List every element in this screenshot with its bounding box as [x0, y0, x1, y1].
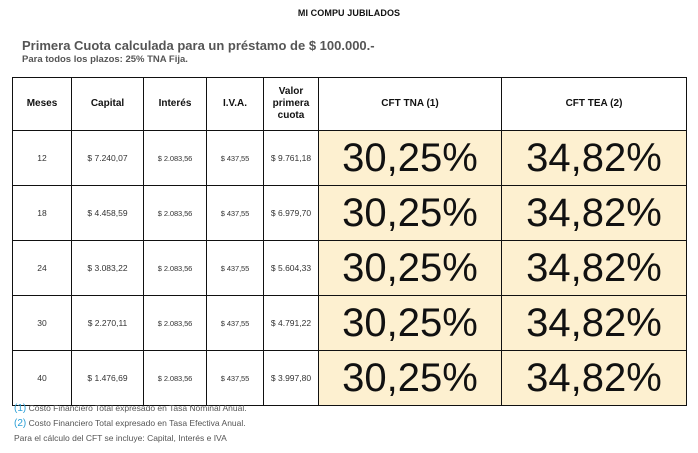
table-row: 30 $ 2.270,11 $ 2.083,56 $ 437,55 $ 4.79… — [12, 295, 687, 351]
header-iva: I.V.A. — [206, 77, 264, 131]
rate-subline: Para todos los plazos: 25% TNA Fija. — [22, 54, 188, 65]
cell-cft-tea: 34,82% — [501, 185, 687, 241]
header-meses: Meses — [12, 77, 72, 131]
table-row: 18 $ 4.458,59 $ 2.083,56 $ 437,55 $ 6.97… — [12, 185, 687, 241]
footnote-1: (1) Costo Financiero Total expresado en … — [14, 403, 247, 414]
cell-valor: $ 9.761,18 — [263, 130, 319, 186]
cell-meses: 40 — [12, 350, 72, 406]
header-cft-tna: CFT TNA (1) — [318, 77, 502, 131]
cell-interes: $ 2.083,56 — [143, 350, 207, 406]
table-row: 40 $ 1.476,69 $ 2.083,56 $ 437,55 $ 3.99… — [12, 350, 687, 406]
cell-cft-tna: 30,25% — [318, 240, 502, 296]
header-valor-line3: cuota — [277, 110, 305, 121]
cell-cft-tna: 30,25% — [318, 185, 502, 241]
loan-headline: Primera Cuota calculada para un préstamo… — [22, 38, 375, 53]
cell-cft-tna: 30,25% — [318, 295, 502, 351]
cell-cft-tea: 34,82% — [501, 295, 687, 351]
cell-valor: $ 6.979,70 — [263, 185, 319, 241]
cell-capital: $ 4.458,59 — [71, 185, 144, 241]
header-valor-line2: primera — [272, 98, 310, 109]
table-header-row: Meses Capital Interés I.V.A. Valor prime… — [12, 77, 687, 131]
header-cft-tea: CFT TEA (2) — [501, 77, 687, 131]
cell-interes: $ 2.083,56 — [143, 130, 207, 186]
cell-valor: $ 5.604,33 — [263, 240, 319, 296]
header-interes: Interés — [143, 77, 207, 131]
cell-valor: $ 3.997,80 — [263, 350, 319, 406]
header-valor-primera-cuota: Valor primera cuota — [263, 77, 319, 131]
footnote-2: (2) Costo Financiero Total expresado en … — [14, 418, 246, 429]
cell-interes: $ 2.083,56 — [143, 185, 207, 241]
footnote-2-text: Costo Financiero Total expresado en Tasa… — [26, 418, 246, 428]
installment-table: Meses Capital Interés I.V.A. Valor prime… — [12, 77, 687, 406]
table-row: 12 $ 7.240,07 $ 2.083,56 $ 437,55 $ 9.76… — [12, 130, 687, 186]
header-capital: Capital — [71, 77, 144, 131]
cell-capital: $ 2.270,11 — [71, 295, 144, 351]
cell-iva: $ 437,55 — [206, 350, 264, 406]
cell-capital: $ 7.240,07 — [71, 130, 144, 186]
cell-cft-tea: 34,82% — [501, 240, 687, 296]
cell-cft-tea: 34,82% — [501, 350, 687, 406]
cell-meses: 18 — [12, 185, 72, 241]
document-title: MI COMPU JUBILADOS — [297, 8, 401, 18]
cell-interes: $ 2.083,56 — [143, 295, 207, 351]
footnote-3-text: Para el cálculo del CFT se incluye: Capi… — [14, 433, 227, 443]
header-valor-line1: Valor — [278, 86, 304, 97]
table-row: 24 $ 3.083,22 $ 2.083,56 $ 437,55 $ 5.60… — [12, 240, 687, 296]
cell-capital: $ 3.083,22 — [71, 240, 144, 296]
footnote-3: Para el cálculo del CFT se incluye: Capi… — [14, 433, 227, 443]
footnote-1-text: Costo Financiero Total expresado en Tasa… — [26, 403, 247, 413]
cell-iva: $ 437,55 — [206, 130, 264, 186]
cell-iva: $ 437,55 — [206, 185, 264, 241]
cell-iva: $ 437,55 — [206, 295, 264, 351]
cell-meses: 24 — [12, 240, 72, 296]
cell-capital: $ 1.476,69 — [71, 350, 144, 406]
cell-meses: 12 — [12, 130, 72, 186]
cell-meses: 30 — [12, 295, 72, 351]
cell-interes: $ 2.083,56 — [143, 240, 207, 296]
footnote-2-marker: (2) — [14, 418, 27, 429]
cell-cft-tna: 30,25% — [318, 350, 502, 406]
cell-valor: $ 4.791,22 — [263, 295, 319, 351]
cell-iva: $ 437,55 — [206, 240, 264, 296]
cell-cft-tea: 34,82% — [501, 130, 687, 186]
cell-cft-tna: 30,25% — [318, 130, 502, 186]
footnote-1-marker: (1) — [14, 403, 27, 414]
